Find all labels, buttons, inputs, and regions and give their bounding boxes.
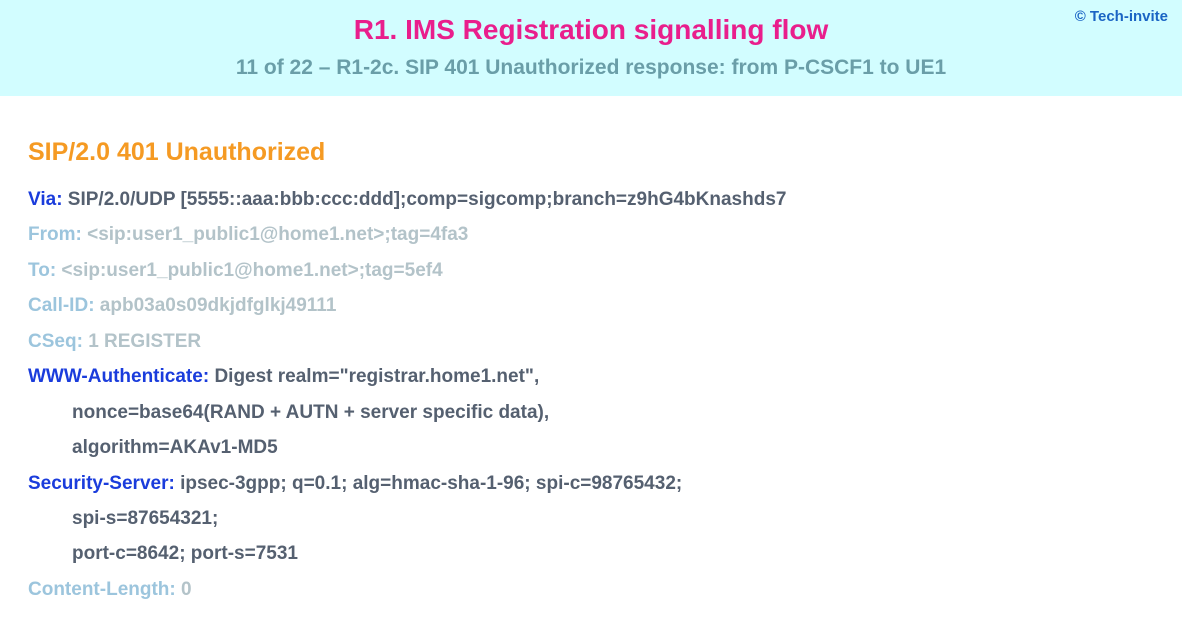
sip-field-colon: : [168, 473, 180, 494]
sip-field-key: Security-Server [28, 473, 168, 494]
sip-field-row: WWW-Authenticate: Digest realm="registra… [28, 362, 1154, 391]
sip-field-continuation: algorithm=AKAv1-MD5 [28, 433, 1154, 462]
sip-field-row: Call-ID: apb03a0s09dkjdfglkj49111 [28, 291, 1154, 320]
sip-status-line: SIP/2.0 401 Unauthorized [28, 138, 1154, 167]
sip-field-key: Call-ID [28, 295, 88, 316]
sip-field-key: Content-Length [28, 579, 169, 600]
sip-field-value: <sip:user1_public1@home1.net>;tag=5ef4 [61, 260, 442, 281]
sip-field-value: 0 [181, 579, 192, 600]
page-subtitle: 11 of 22 – R1-2c. SIP 401 Unauthorized r… [20, 56, 1162, 80]
sip-field-row: To: <sip:user1_public1@home1.net>;tag=5e… [28, 256, 1154, 285]
sip-field-value: <sip:user1_public1@home1.net>;tag=4fa3 [87, 224, 468, 245]
sip-field-row: From: <sip:user1_public1@home1.net>;tag=… [28, 220, 1154, 249]
sip-field-value: apb03a0s09dkjdfglkj49111 [100, 295, 337, 316]
sip-field-colon: : [56, 189, 68, 210]
sip-field-key: To [28, 260, 50, 281]
sip-field-continuation: port-c=8642; port-s=7531 [28, 539, 1154, 568]
sip-field-key: From [28, 224, 76, 245]
header: © Tech-invite R1. IMS Registration signa… [0, 0, 1182, 96]
sip-field-key: CSeq [28, 331, 77, 352]
sip-field-value: 1 REGISTER [88, 331, 201, 352]
copyright-text: © Tech-invite [1075, 8, 1168, 25]
sip-field-key: WWW-Authenticate [28, 366, 203, 387]
sip-field-key: Via [28, 189, 56, 210]
sip-field-value: SIP/2.0/UDP [5555::aaa:bbb:ccc:ddd];comp… [68, 189, 787, 210]
sip-field-continuation: spi-s=87654321; [28, 504, 1154, 533]
sip-fields-list: Via: SIP/2.0/UDP [5555::aaa:bbb:ccc:ddd]… [28, 185, 1154, 604]
sip-message-content: SIP/2.0 401 Unauthorized Via: SIP/2.0/UD… [0, 96, 1182, 630]
sip-field-colon: : [203, 366, 215, 387]
sip-field-value: ipsec-3gpp; q=0.1; alg=hmac-sha-1-96; sp… [180, 473, 682, 494]
sip-field-row: Content-Length: 0 [28, 575, 1154, 604]
sip-field-colon: : [50, 260, 62, 281]
sip-field-value: Digest realm="registrar.home1.net", [214, 366, 539, 387]
sip-field-colon: : [76, 224, 88, 245]
sip-field-continuation: nonce=base64(RAND + AUTN + server specif… [28, 398, 1154, 427]
sip-field-row: Security-Server: ipsec-3gpp; q=0.1; alg=… [28, 469, 1154, 498]
sip-field-colon: : [169, 579, 181, 600]
sip-field-row: Via: SIP/2.0/UDP [5555::aaa:bbb:ccc:ddd]… [28, 185, 1154, 214]
sip-field-colon: : [88, 295, 100, 316]
sip-field-colon: : [77, 331, 89, 352]
page-title: R1. IMS Registration signalling flow [20, 14, 1162, 46]
sip-field-row: CSeq: 1 REGISTER [28, 327, 1154, 356]
